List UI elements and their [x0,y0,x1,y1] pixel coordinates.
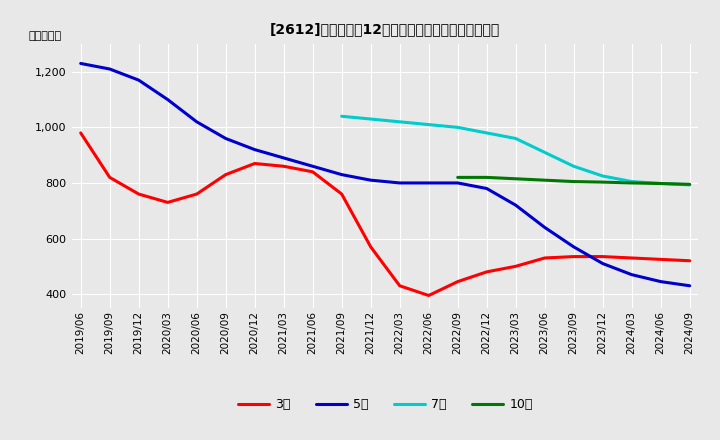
3年 [366,244,375,249]
3年 [308,169,317,175]
7年 [541,150,549,155]
7年 [338,114,346,119]
7年 [598,173,607,179]
3年 [163,200,172,205]
Line: 3年: 3年 [81,133,690,296]
5年 [541,225,549,230]
10年 [685,182,694,187]
Line: 7年: 7年 [342,116,690,185]
5年 [279,155,288,161]
3年 [192,191,201,197]
5年 [424,180,433,186]
5年 [338,172,346,177]
3年 [424,293,433,298]
3年 [105,175,114,180]
5年 [657,279,665,284]
7年 [454,125,462,130]
10年 [511,176,520,181]
5年 [76,61,85,66]
Line: 10年: 10年 [458,177,690,184]
3年 [395,283,404,288]
7年 [395,119,404,125]
3年 [482,269,491,275]
5年 [598,261,607,266]
10年 [627,180,636,186]
Text: （百万円）: （百万円） [28,31,61,41]
5年 [192,119,201,125]
3年 [598,254,607,259]
10年 [570,179,578,184]
7年 [366,117,375,122]
3年 [454,279,462,284]
7年 [511,136,520,141]
Title: [2612]　経常利益12か月移動合計の標準偏差の推移: [2612] 経常利益12か月移動合計の標準偏差の推移 [270,22,500,36]
5年 [105,66,114,72]
5年 [627,272,636,277]
5年 [221,136,230,141]
7年 [424,122,433,127]
10年 [454,175,462,180]
3年 [338,191,346,197]
3年 [251,161,259,166]
3年 [570,254,578,259]
5年 [482,186,491,191]
5年 [685,283,694,288]
10年 [657,181,665,186]
7年 [627,179,636,184]
7年 [685,182,694,187]
3年 [135,191,143,197]
5年 [570,244,578,249]
5年 [135,77,143,83]
3年 [685,258,694,264]
10年 [598,180,607,185]
Legend: 3年, 5年, 7年, 10年: 3年, 5年, 7年, 10年 [233,393,538,416]
3年 [657,257,665,262]
3年 [279,164,288,169]
5年 [163,97,172,102]
7年 [657,181,665,186]
5年 [366,177,375,183]
10年 [541,177,549,183]
5年 [511,202,520,208]
3年 [76,130,85,136]
3年 [541,255,549,260]
7年 [482,130,491,136]
5年 [454,180,462,186]
5年 [251,147,259,152]
3年 [511,264,520,269]
3年 [221,172,230,177]
10年 [482,175,491,180]
3年 [627,255,636,260]
5年 [308,164,317,169]
Line: 5年: 5年 [81,63,690,286]
7年 [570,164,578,169]
5年 [395,180,404,186]
